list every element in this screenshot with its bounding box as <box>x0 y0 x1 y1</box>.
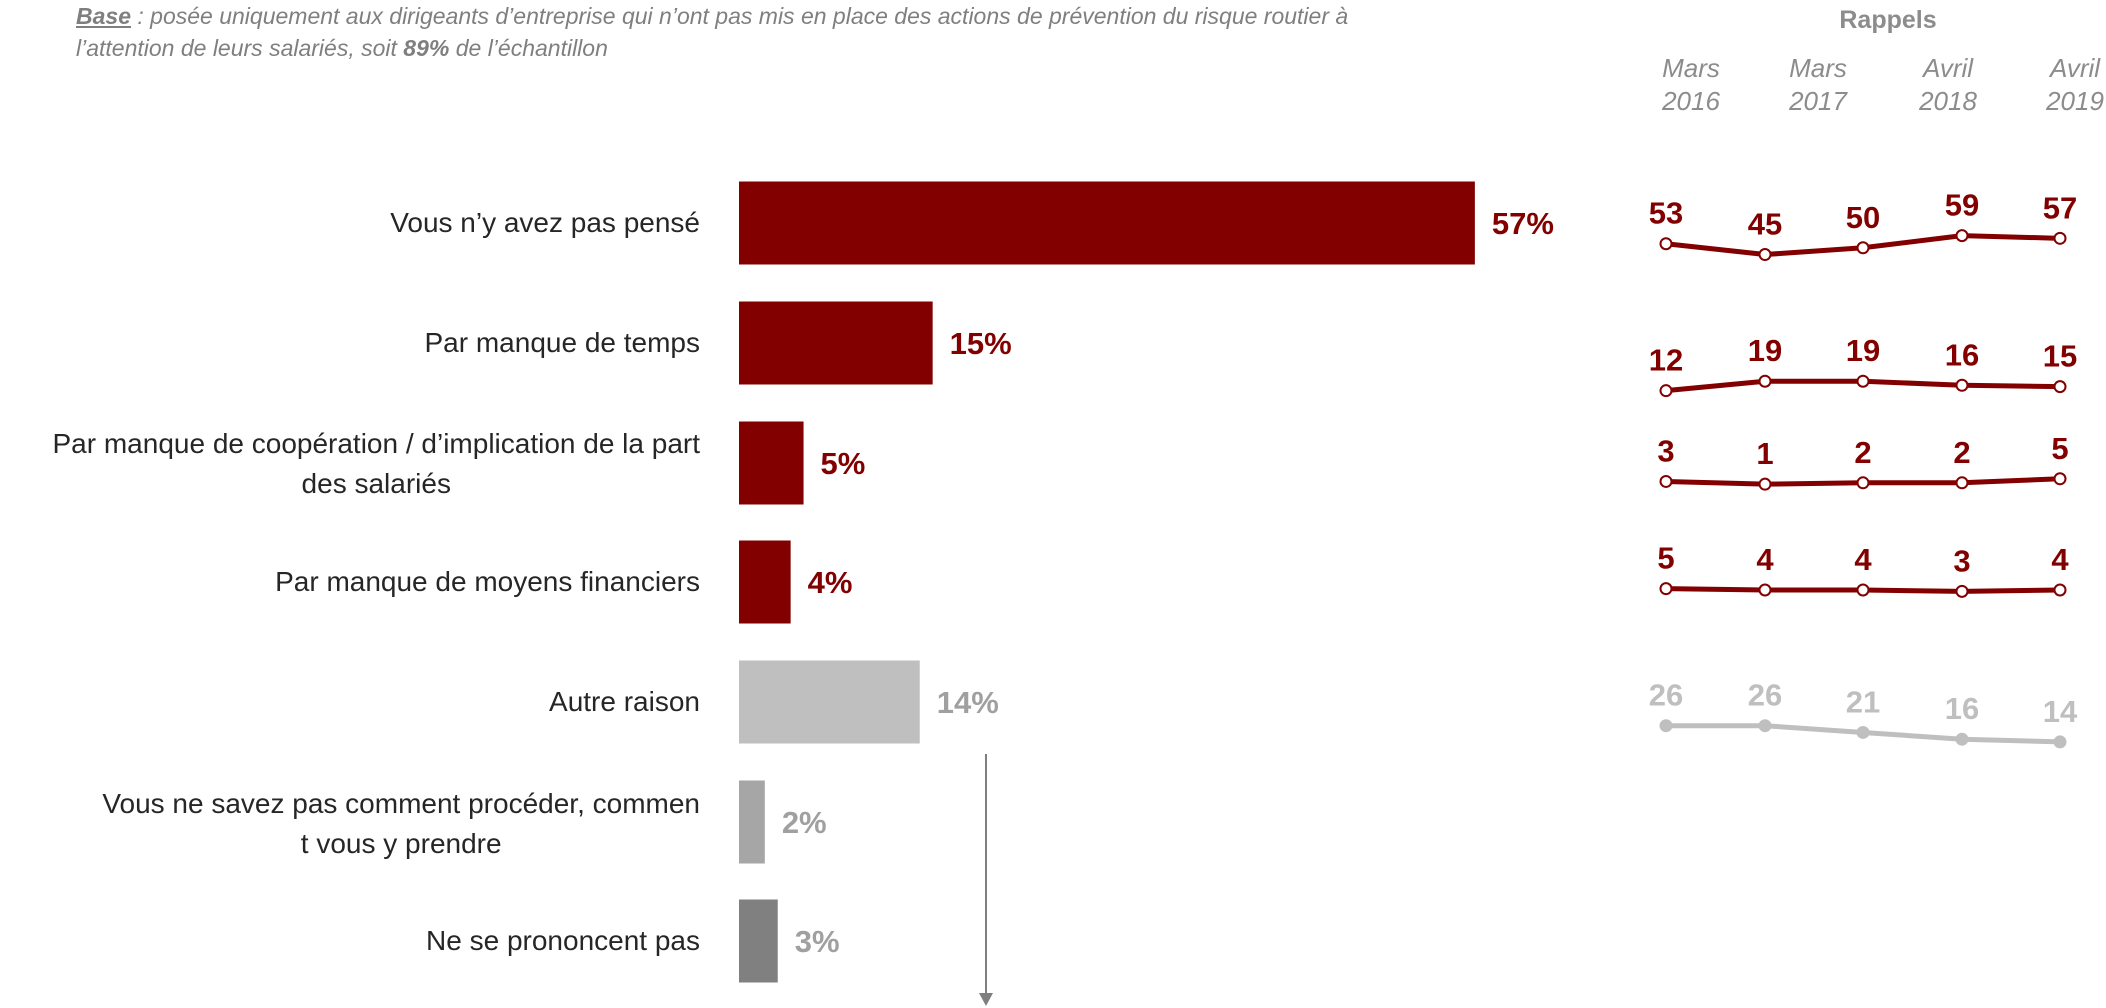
period-2-year: 2017 <box>1789 86 1847 116</box>
rappels-point-4-1 <box>1659 582 1673 596</box>
rappels-value-2-3: 19 <box>1846 333 1880 368</box>
rappels-value-4-3: 4 <box>1854 542 1872 577</box>
rappels-value-1-4: 59 <box>1945 188 1979 223</box>
rappels-value-4-4: 3 <box>1953 543 1970 578</box>
rappels-point-1-2 <box>1758 248 1772 262</box>
rappels-value-2-5: 15 <box>2043 339 2077 374</box>
rappels-point-5-3 <box>1856 725 1870 739</box>
rappels-value-4-1: 5 <box>1657 541 1674 576</box>
rappels-value-4-5: 4 <box>2051 542 2069 577</box>
base-note: Base : posée uniquement aux dirigeants d… <box>76 0 1376 64</box>
category-label-6-line-1: Vous ne savez pas comment procéder, comm… <box>102 788 700 819</box>
bar-4 <box>739 540 791 624</box>
rappels-value-1-2: 45 <box>1748 207 1782 242</box>
rappels-point-1-3 <box>1856 241 1870 255</box>
rappels-value-2-4: 16 <box>1945 337 1979 372</box>
category-label-2: Par manque de temps <box>425 327 701 358</box>
bar-2 <box>739 301 933 385</box>
category-label-5: Autre raison <box>549 686 700 717</box>
period-4-year: 2019 <box>2046 86 2104 116</box>
bar-value-label-4: 4% <box>808 565 853 600</box>
period-2-month: Mars <box>1789 53 1847 83</box>
rappels-value-1-5: 57 <box>2043 190 2077 225</box>
rappels-point-2-5 <box>2053 380 2067 394</box>
rappels-point-2-2 <box>1758 374 1772 388</box>
rappels-point-4-5 <box>2053 583 2067 597</box>
rappels-point-3-3 <box>1856 476 1870 490</box>
period-1: Mars 2016 <box>1636 52 1746 118</box>
bar-value-label-7: 3% <box>795 924 840 959</box>
rappels-value-5-1: 26 <box>1649 678 1683 713</box>
rappels-value-5-5: 14 <box>2043 694 2078 729</box>
rappels-point-1-4 <box>1955 229 1969 243</box>
category-label-4: Par manque de moyens financiers <box>275 566 700 597</box>
bar-value-label-1: 57% <box>1492 206 1554 241</box>
rappels-point-2-3 <box>1856 374 1870 388</box>
rappels-value-4-2: 4 <box>1756 542 1774 577</box>
period-1-year: 2016 <box>1662 86 1720 116</box>
rappels-value-1-1: 53 <box>1649 196 1683 231</box>
rappels-point-5-4 <box>1955 732 1969 746</box>
period-4-month: Avril <box>2049 53 2101 83</box>
bar-6 <box>739 780 765 864</box>
base-text-1: : posée uniquement aux dirigeants d’entr… <box>76 3 1349 61</box>
bar-5 <box>739 660 920 744</box>
rappels-point-3-2 <box>1758 477 1772 491</box>
bar-1 <box>739 181 1475 265</box>
rappels-point-1-5 <box>2053 231 2067 245</box>
rappels-value-2-2: 19 <box>1748 333 1782 368</box>
down-arrow-head <box>979 993 993 1006</box>
rappels-point-2-1 <box>1659 384 1673 398</box>
category-label-7: Ne se prononcent pas <box>426 925 700 956</box>
rappels-value-3-2: 1 <box>1756 436 1773 471</box>
period-2: Mars 2017 <box>1763 52 1873 118</box>
rappels-point-5-5 <box>2053 735 2067 749</box>
bar-value-label-5: 14% <box>937 685 999 720</box>
category-label-3-line-1: Par manque de coopération / d’implicatio… <box>53 428 701 459</box>
rappels-value-3-1: 3 <box>1657 433 1674 468</box>
rappels-point-3-5 <box>2053 472 2067 486</box>
rappels-value-5-2: 26 <box>1748 678 1782 713</box>
rappels-point-4-4 <box>1955 584 1969 598</box>
rappels-value-3-4: 2 <box>1953 435 1970 470</box>
bar-7 <box>739 899 778 983</box>
bar-value-label-2: 15% <box>950 326 1012 361</box>
rappels-point-3-1 <box>1659 474 1673 488</box>
period-1-month: Mars <box>1662 53 1720 83</box>
rappels-value-3-5: 5 <box>2051 431 2068 466</box>
rappels-value-1-3: 50 <box>1846 200 1880 235</box>
rappels-point-4-3 <box>1856 583 1870 597</box>
rappels-point-2-4 <box>1955 378 1969 392</box>
bar-3 <box>739 421 804 505</box>
rappels-point-4-2 <box>1758 583 1772 597</box>
rappels-value-3-3: 2 <box>1854 435 1871 470</box>
category-label-3-line-2: des salariés <box>302 468 451 499</box>
rappels-point-3-4 <box>1955 476 1969 490</box>
bar-value-label-3: 5% <box>821 446 866 481</box>
period-3-month: Avril <box>1922 53 1974 83</box>
bar-value-label-6: 2% <box>782 805 827 840</box>
period-3-year: 2018 <box>1919 86 1977 116</box>
rappels-point-5-1 <box>1659 719 1673 733</box>
rappels-point-1-1 <box>1659 237 1673 251</box>
rappels-value-2-1: 12 <box>1649 343 1683 378</box>
period-4: Avril 2019 <box>2020 52 2106 118</box>
period-3: Avril 2018 <box>1893 52 2003 118</box>
category-label-1: Vous n’y avez pas pensé <box>390 207 700 238</box>
category-label-6-line-2: t vous y prendre <box>301 828 502 859</box>
rappels-value-5-4: 16 <box>1945 691 1979 726</box>
rappels-title: Rappels <box>1839 6 1937 34</box>
base-text-2: de l’échantillon <box>449 35 608 61</box>
base-label: Base <box>76 3 131 29</box>
rappels-point-5-2 <box>1758 719 1772 733</box>
base-percent: 89% <box>403 35 450 61</box>
rappels-value-5-3: 21 <box>1846 684 1880 719</box>
